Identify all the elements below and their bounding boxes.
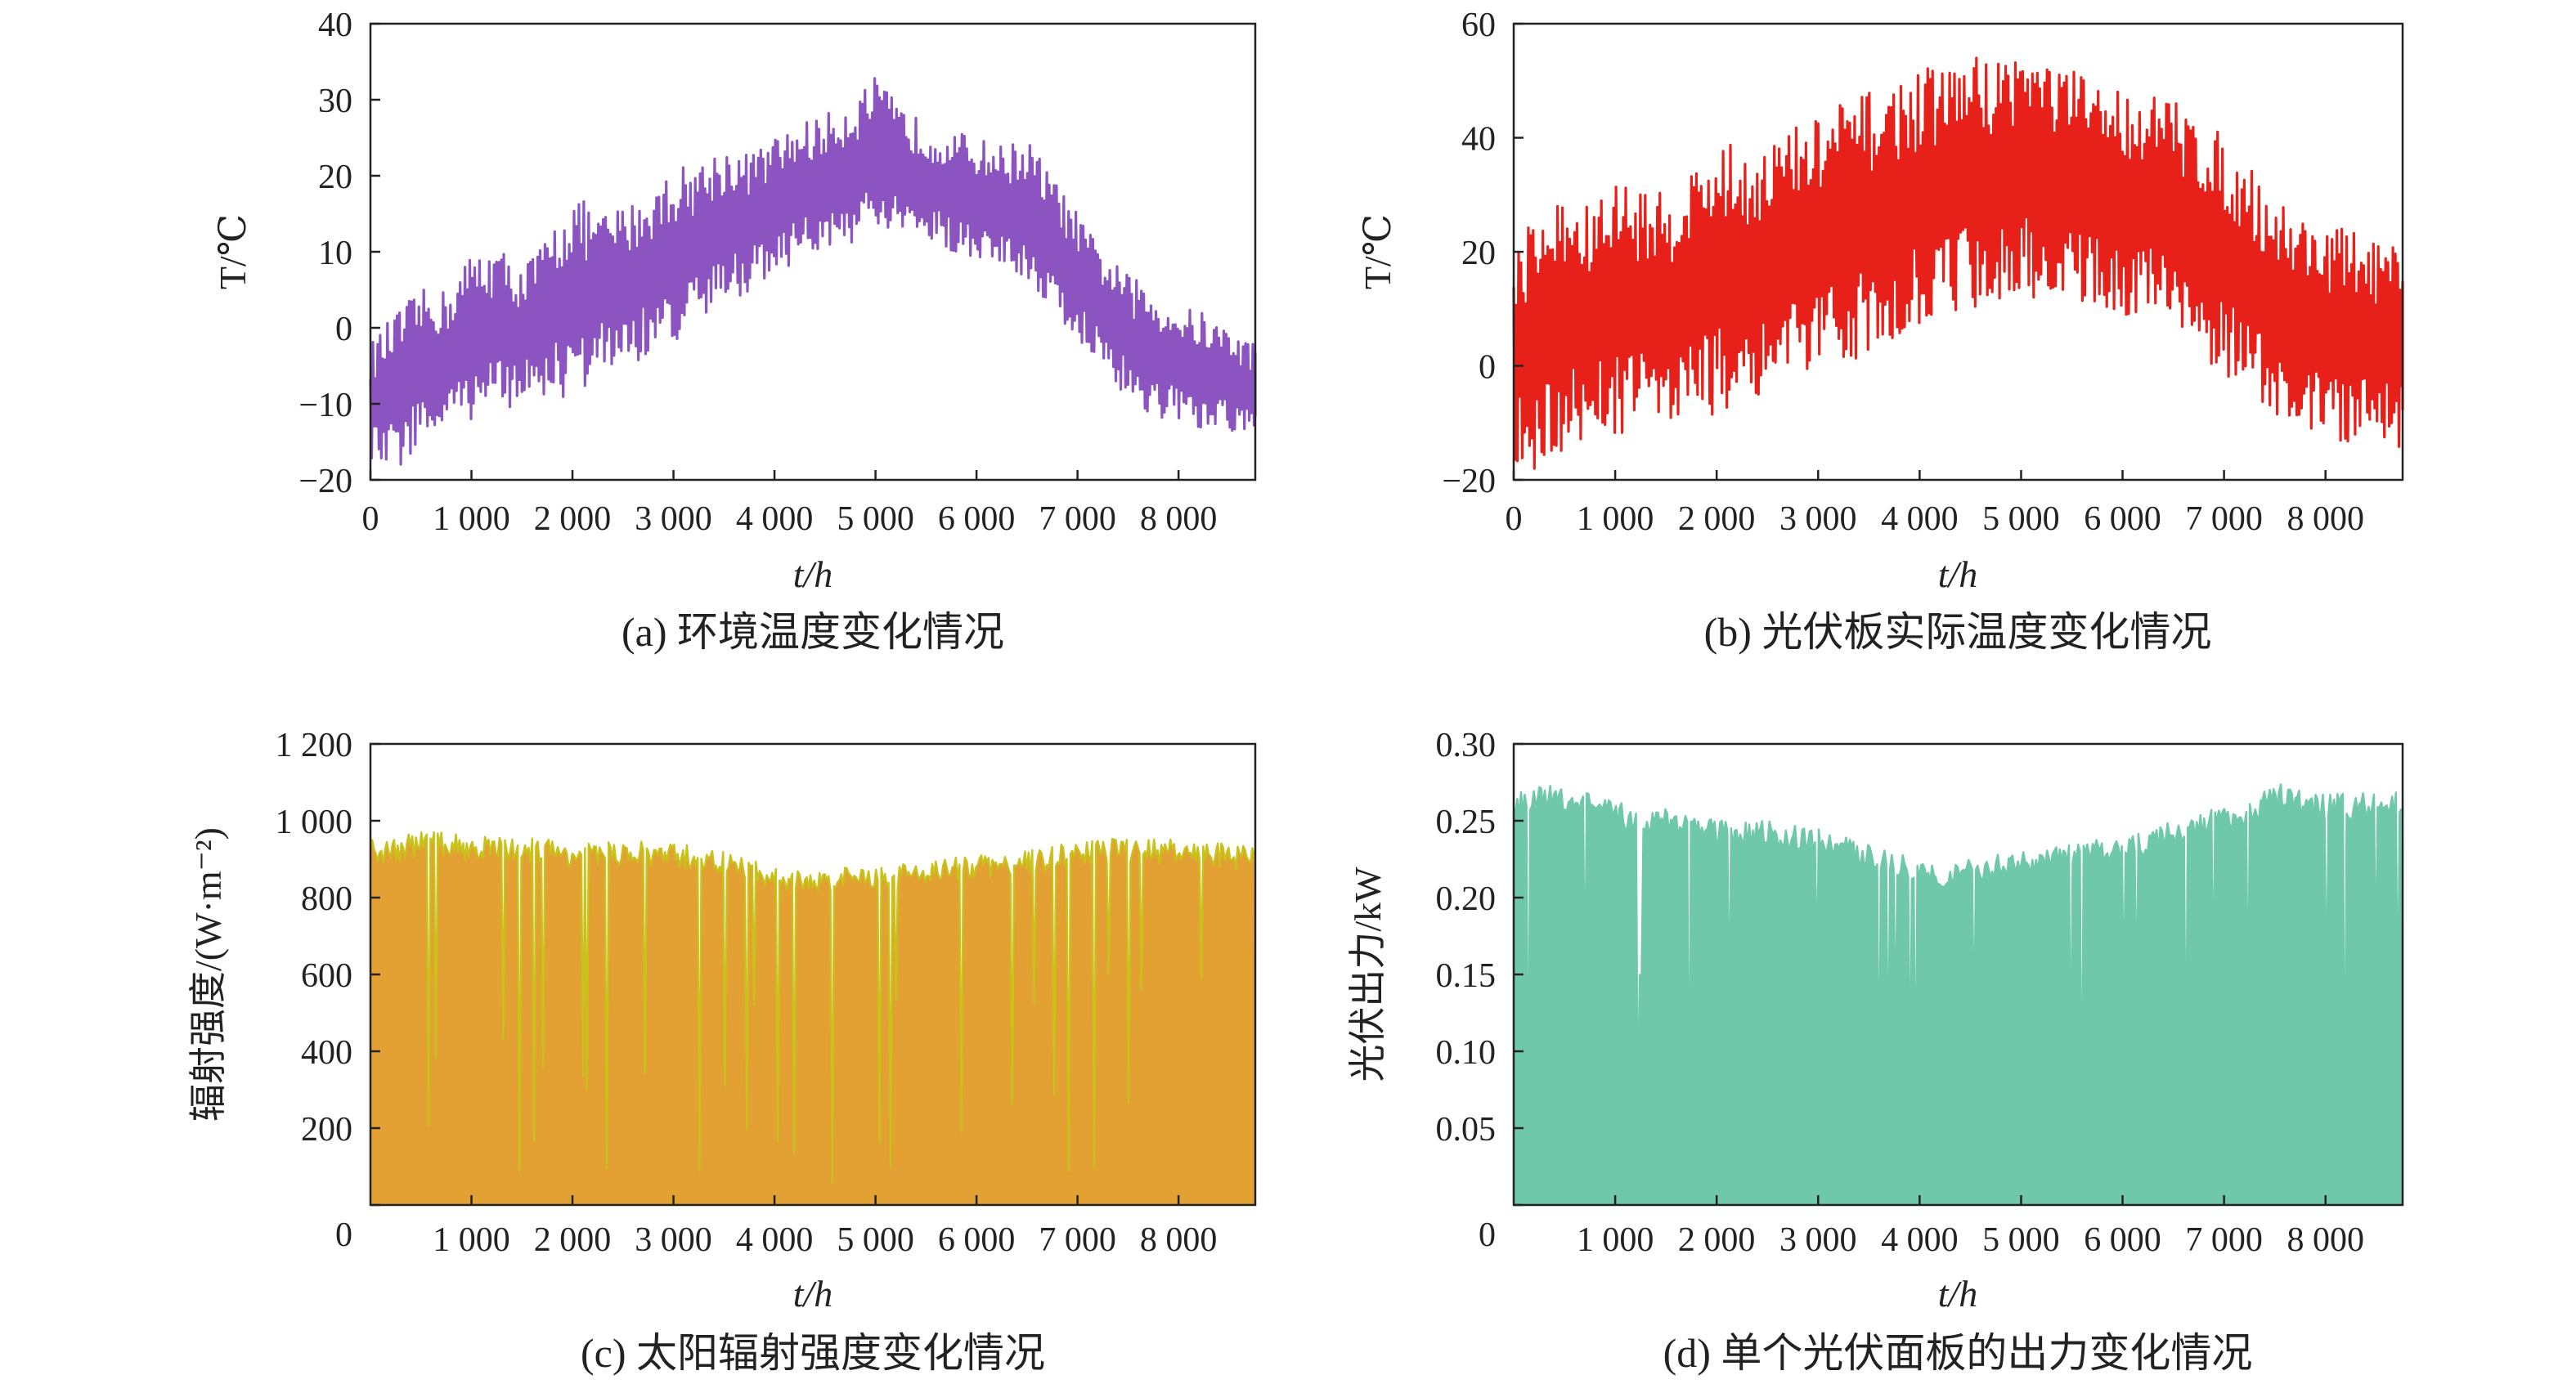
panel-b-ylabel: T/℃ (1357, 214, 1398, 289)
panel-a-ytick-label-0: −20 (298, 463, 352, 500)
panel-d-ticks: 1 000 2 000 3 000 4 000 5 000 6 000 7 000 8 000… (1436, 727, 2364, 1259)
panel-a: 0 1 000 2 000 3 000 4 000 5 000 6 000 7 000 8 00… (212, 7, 1257, 655)
panel-d-xtick-label-0: 1 000 (1577, 1221, 1654, 1259)
panel-b-xtick-label-4: 4 000 (1881, 500, 1959, 538)
panel-c-ytick-label-2: 400 (301, 1034, 352, 1072)
panel-a-ytick-label-5: 30 (318, 83, 352, 120)
panel-c-xtick-label-3: 4 000 (736, 1221, 814, 1259)
panel-c-xtick-label-4: 5 000 (837, 1221, 914, 1259)
panel-a-xtick-label-1: 1 000 (433, 500, 510, 538)
panel-a-ytick-label-1: −10 (298, 387, 352, 424)
panel-c: 1 000 2 000 3 000 4 000 5 000 6 000 7 000 8 000… (187, 727, 1257, 1376)
panel-a-xtick-label-2: 2 000 (534, 500, 612, 538)
panel-d-series (1513, 783, 2403, 1205)
panel-c-ytick-label-1: 200 (301, 1111, 352, 1149)
panel-b-xtick-label-2: 2 000 (1678, 500, 1756, 538)
panel-b-xlabel: t/h (1938, 553, 1978, 595)
panel-b-ytick-label-3: 40 (1461, 121, 1496, 159)
panel-b-ytick-label-2: 20 (1461, 235, 1496, 272)
panel-c-series-edge (369, 831, 1255, 1185)
panel-d-ytick-label-4: 0.20 (1436, 880, 1497, 918)
panel-a-xtick-label-0: 0 (362, 500, 379, 538)
panel-d-xtick-label-4: 5 000 (1982, 1221, 2060, 1259)
panel-c-xtick-label-5: 6 000 (938, 1221, 1016, 1259)
panel-a-xtick-label-6: 6 000 (938, 500, 1016, 538)
panel-d-xlabel: t/h (1938, 1273, 1978, 1315)
panel-d-xtick-label-7: 8 000 (2287, 1221, 2364, 1259)
panel-a-xlabel: t/h (793, 553, 833, 595)
panel-a-xtick-label-4: 4 000 (736, 500, 814, 538)
panel-c-ytick-label-6: 1 200 (276, 727, 353, 764)
panel-b-xtick-label-5: 5 000 (1982, 500, 2060, 538)
panel-c-xlabel: t/h (793, 1273, 833, 1315)
panel-d-series-edge (1513, 783, 2403, 1186)
panel-c-ytick-label-4: 800 (301, 880, 352, 918)
panel-a-series-line (369, 77, 1257, 466)
panel-c-xtick-label-7: 8 000 (1140, 1221, 1218, 1259)
panel-d-xtick-label-2: 3 000 (1779, 1221, 1857, 1259)
panel-d-ytick-label-1: 0.05 (1436, 1111, 1497, 1149)
panel-b-ytick-label-4: 60 (1461, 7, 1496, 44)
panel-b-xtick-label-0: 0 (1506, 500, 1523, 538)
panel-b: 0 1 000 2 000 3 000 4 000 5 000 6 000 7 000 8 00… (1357, 7, 2404, 655)
panel-d-ytick-label-3: 0.15 (1436, 957, 1497, 995)
panel-b-series (1512, 56, 2404, 470)
panel-d-xtick-label-1: 2 000 (1678, 1221, 1756, 1259)
panel-c-ticks: 1 000 2 000 3 000 4 000 5 000 6 000 7 000 8 000… (276, 727, 1218, 1259)
panel-a-ytick-label-4: 20 (318, 159, 352, 196)
panel-a-xtick-label-5: 5 000 (837, 500, 914, 538)
panel-b-xtick-label-3: 3 000 (1779, 500, 1857, 538)
panel-b-ytick-label-1: 0 (1479, 349, 1496, 387)
panel-c-ylabel: 辐射强度/(W·m⁻²) (187, 827, 229, 1122)
panel-d-series-area (1514, 784, 2403, 1205)
panel-c-ytick-label-0: 0 (335, 1216, 352, 1254)
panel-c-xtick-label-2: 3 000 (635, 1221, 712, 1259)
panel-d-xtick-label-5: 6 000 (2084, 1221, 2161, 1259)
panel-d-ytick-label-6: 0.30 (1436, 727, 1497, 764)
panel-c-xtick-label-6: 7 000 (1039, 1221, 1116, 1259)
panel-a-ytick-label-6: 40 (318, 7, 352, 44)
panel-c-caption: (c) 太阳辐射强度变化情况 (581, 1330, 1045, 1376)
panel-c-series-area (370, 832, 1255, 1205)
panel-d-xtick-label-6: 7 000 (2185, 1221, 2263, 1259)
panel-a-xtick-label-3: 3 000 (635, 500, 712, 538)
panel-b-series-line (1512, 56, 2404, 470)
panel-a-caption: (a) 环境温度变化情况 (622, 609, 1004, 655)
panel-a-series (369, 77, 1257, 466)
panel-d-caption: (d) 单个光伏面板的出力变化情况 (1663, 1330, 2253, 1376)
panel-a-xtick-label-7: 7 000 (1039, 500, 1116, 538)
panel-c-ytick-label-3: 600 (301, 957, 352, 995)
panel-b-xtick-label-7: 7 000 (2185, 500, 2263, 538)
panel-a-ytick-label-2: 0 (335, 311, 352, 348)
panel-a-ytick-label-3: 10 (318, 235, 352, 272)
panel-b-xtick-label-6: 6 000 (2084, 500, 2161, 538)
panel-c-series (369, 831, 1255, 1205)
panel-b-xtick-label-8: 8 000 (2287, 500, 2364, 538)
panel-c-xtick-label-0: 1 000 (433, 1221, 510, 1259)
panel-d-ytick-label-2: 0.10 (1436, 1034, 1497, 1072)
panel-b-xtick-label-1: 1 000 (1577, 500, 1654, 538)
panel-d-ytick-label-5: 0.25 (1436, 804, 1497, 841)
panel-d: 1 000 2 000 3 000 4 000 5 000 6 000 7 000 8 000… (1347, 727, 2404, 1376)
panel-a-ylabel: T/℃ (212, 214, 254, 289)
panel-b-ytick-label-0: −20 (1442, 463, 1496, 500)
panel-c-xtick-label-1: 2 000 (534, 1221, 612, 1259)
panel-b-caption: (b) 光伏板实际温度变化情况 (1704, 609, 2212, 655)
panel-d-ytick-label-0: 0 (1479, 1216, 1496, 1254)
panel-d-xtick-label-3: 4 000 (1881, 1221, 1959, 1259)
panel-a-ticks: 0 1 000 2 000 3 000 4 000 5 000 6 000 7 000 8 00… (298, 7, 1217, 538)
panel-d-ylabel: 光伏出力/kW (1347, 867, 1389, 1082)
panel-c-ytick-label-5: 1 000 (276, 804, 353, 841)
panel-b-ticks: 0 1 000 2 000 3 000 4 000 5 000 6 000 7 000 8 00… (1442, 7, 2364, 538)
panel-a-xtick-label-8: 8 000 (1140, 500, 1218, 538)
